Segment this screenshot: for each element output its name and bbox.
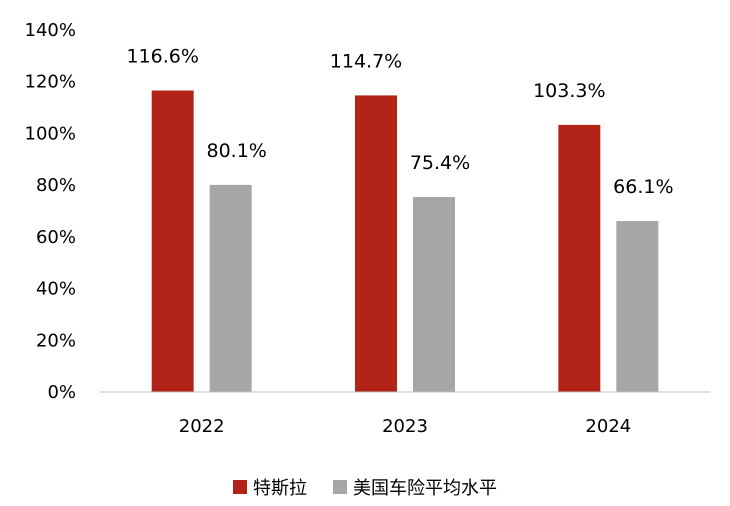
y-tick-label: 0% — [47, 382, 76, 403]
y-axis: 0% 20% 40% 60% 80% 100% 120% 140% — [25, 20, 76, 403]
bar-us-average-2024 — [616, 221, 659, 392]
bar-tesla-2023 — [355, 95, 397, 392]
legend-swatch-series-1 — [233, 480, 247, 494]
data-label: 114.7% — [330, 50, 402, 72]
legend-item-series-2: 美国车险平均水平 — [333, 474, 497, 500]
data-label: 116.6% — [126, 46, 198, 68]
bar-us-average-2023 — [413, 197, 455, 392]
x-tick-label: 2023 — [382, 416, 428, 437]
data-label: 66.1% — [613, 176, 673, 198]
legend: 特斯拉 美国车险平均水平 — [0, 474, 730, 500]
data-label: 80.1% — [206, 140, 266, 162]
y-tick-label: 100% — [25, 123, 76, 144]
bar-us-average-2022 — [209, 184, 252, 392]
y-tick-label: 80% — [36, 175, 76, 196]
legend-label-series-1: 特斯拉 — [253, 478, 307, 499]
y-tick-label: 140% — [25, 20, 76, 41]
data-label: 103.3% — [533, 80, 605, 102]
y-tick-label: 40% — [36, 279, 76, 300]
y-tick-label: 120% — [25, 72, 76, 93]
x-tick-label: 2024 — [585, 416, 631, 437]
bar-chart: 0%20%40%60%80%100%120%140% 116.6%80.1%11… — [25, 20, 710, 437]
data-label: 75.4% — [410, 152, 470, 174]
legend-label-series-2: 美国车险平均水平 — [353, 478, 497, 499]
bars-group — [151, 90, 659, 393]
legend-swatch-series-2 — [333, 480, 347, 494]
legend-item-series-1: 特斯拉 — [233, 474, 307, 500]
x-tick-label: 2022 — [179, 416, 225, 437]
bar-tesla-2022 — [151, 90, 194, 393]
y-tick-label: 20% — [36, 330, 76, 351]
data-labels-group: 116.6% 80.1% 114.7% 75.4% 103.3% 66.1% — [126, 46, 673, 199]
x-axis: 2022 2023 2024 — [179, 416, 631, 437]
y-tick-label: 60% — [36, 227, 76, 248]
bar-tesla-2024 — [558, 124, 601, 392]
